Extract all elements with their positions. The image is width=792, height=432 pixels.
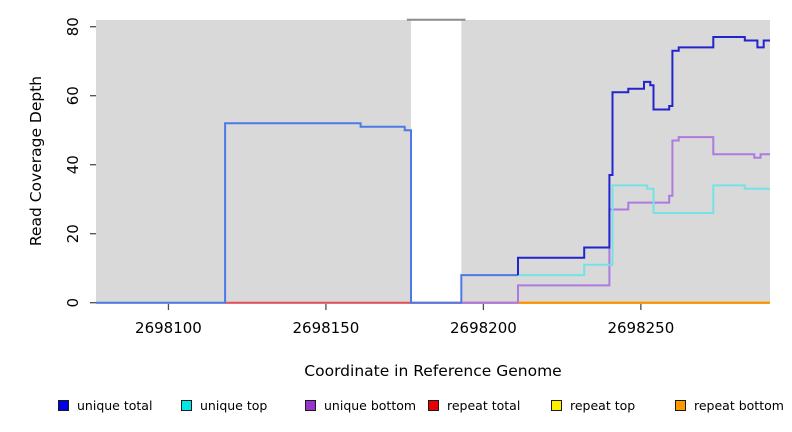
- x-tick-label: 2698200: [450, 319, 517, 337]
- legend-item-repeat-top: repeat top: [551, 396, 635, 414]
- legend-label: repeat total: [447, 397, 521, 413]
- legend-item-unique-total: unique total: [58, 396, 152, 414]
- repeat-total-swatch-icon: [428, 399, 439, 411]
- unique-total-line: [517, 36, 770, 276]
- y-tick-label: 60: [64, 86, 82, 105]
- unique-top-swatch-icon: [181, 399, 192, 411]
- y-tick-label: 40: [64, 155, 82, 174]
- legend-label: unique bottom: [324, 397, 417, 413]
- x-axis-label: Coordinate in Reference Genome: [304, 362, 562, 380]
- x-tick-label: 2698250: [607, 319, 674, 337]
- x-tick-label: 2698150: [293, 319, 360, 337]
- y-tick-label: 20: [64, 224, 82, 243]
- unique-bottom-line: [461, 136, 770, 304]
- y-tick-label: 80: [64, 17, 82, 36]
- legend: unique total unique top unique bottom re…: [0, 396, 792, 416]
- repeat-bottom-swatch-icon: [675, 399, 686, 411]
- legend-item-repeat-total: repeat total: [428, 396, 520, 414]
- legend-item-unique-top: unique top: [181, 396, 267, 414]
- unique-total-swatch-icon: [58, 399, 69, 411]
- legend-label: unique top: [200, 397, 268, 413]
- unique-total-pre-gap-coincides-with-unique-top-line: [96, 122, 518, 304]
- legend-item-repeat-bottom: repeat bottom: [675, 396, 784, 414]
- x-tick-label: 2698100: [135, 319, 202, 337]
- legend-label: repeat bottom: [694, 397, 784, 413]
- unique-bottom-swatch-icon: [305, 399, 316, 411]
- legend-label: unique total: [77, 397, 153, 413]
- legend-item-unique-bottom: unique bottom: [305, 396, 416, 414]
- repeat-top-swatch-icon: [551, 399, 562, 411]
- masked-region: [410, 20, 462, 302]
- unique-top-line: [518, 184, 770, 277]
- legend-label: repeat top: [570, 397, 636, 413]
- y-axis-label: Read Coverage Depth: [27, 75, 45, 247]
- y-tick-label: 0: [64, 298, 82, 308]
